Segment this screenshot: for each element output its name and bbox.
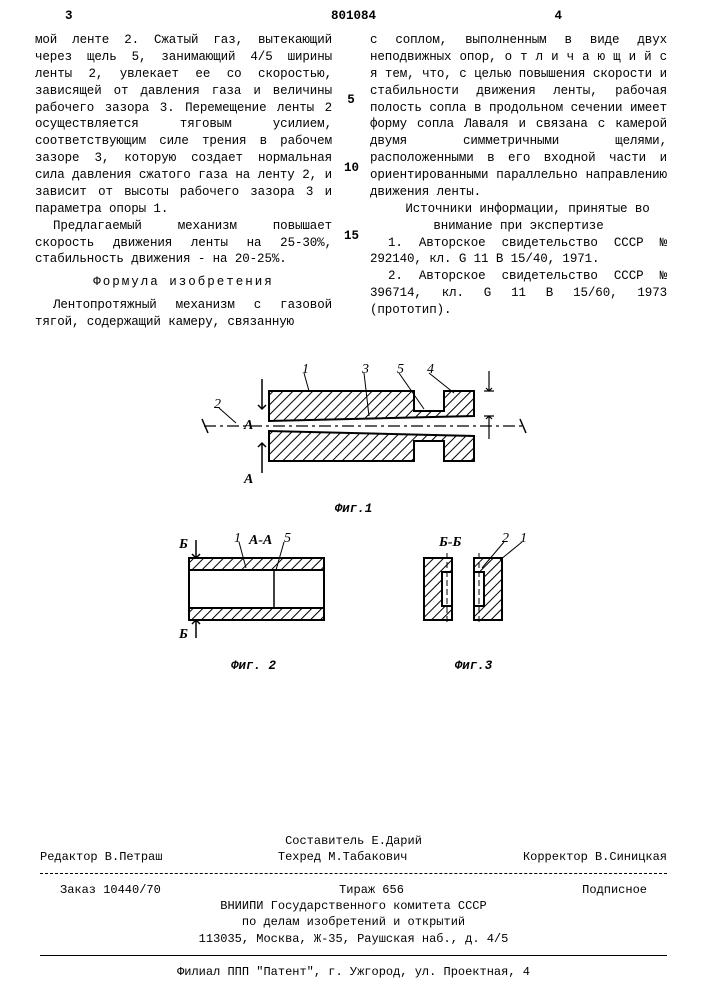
footer-composer: Составитель Е.Дарий	[40, 833, 667, 849]
footer-rule	[40, 955, 667, 956]
fig1-label-2: 2	[214, 397, 221, 412]
fig1-mark-a-top: A	[243, 418, 253, 433]
page-header: 3 801084 4	[0, 0, 707, 28]
right-p1: с соплом, выполненным в виде двух неподв…	[370, 32, 667, 201]
footer-dash-1	[40, 873, 667, 874]
formula-title: Формула изобретения	[35, 274, 332, 291]
figure-3: Б-Б 2 1 Фиг.3	[394, 528, 554, 675]
fig1-label-3: 3	[361, 362, 369, 377]
page-num-left: 3	[65, 8, 73, 25]
left-p2: Предлагаемый механизм повышает скорость …	[35, 218, 332, 269]
footer: Составитель Е.Дарий Редактор В.Петраш Те…	[40, 833, 667, 980]
footer-corrector: Корректор В.Синицкая	[523, 849, 667, 865]
footer-addr2: Филиал ППП "Патент", г. Ужгород, ул. Про…	[40, 964, 667, 980]
figure-1: 1 3 5 4 2 A A Фиг.1	[0, 361, 707, 518]
figure-2-svg: Б Б A-A 1 5	[154, 528, 354, 648]
text-columns: мой ленте 2. Сжатый газ, вытекающий чере…	[0, 28, 707, 331]
footer-editor: Редактор В.Петраш	[40, 849, 162, 865]
footer-tirazh: Тираж 656	[339, 882, 404, 898]
source-2: 2. Авторское свидетельство СССР № 396714…	[370, 268, 667, 319]
fig3-section-title: Б-Б	[438, 535, 462, 550]
fig1-caption: Фиг.1	[0, 501, 707, 518]
left-p3: Лентопротяжный механизм с газовой тягой,…	[35, 297, 332, 331]
marker-10: 10	[344, 160, 358, 177]
fig1-label-1: 1	[302, 362, 309, 377]
source-1: 1. Авторское свидетельство СССР № 292140…	[370, 235, 667, 269]
line-markers: 5 10 15	[344, 32, 358, 331]
page-num-right: 4	[554, 8, 562, 25]
document-id: 801084	[331, 8, 376, 25]
footer-addr1: 113035, Москва, Ж-35, Раушская наб., д. …	[40, 931, 667, 947]
fig3-caption: Фиг.3	[394, 658, 554, 675]
figure-1-svg: 1 3 5 4 2 A A	[174, 361, 534, 491]
figure-3-svg: Б-Б 2 1	[394, 528, 554, 648]
fig3-label-2: 2	[502, 531, 509, 546]
fig3-label-1: 1	[520, 531, 527, 546]
fig2-label-5: 5	[284, 531, 291, 546]
figures-area: 1 3 5 4 2 A A Фиг.1	[0, 361, 707, 675]
fig1-label-5: 5	[397, 362, 404, 377]
fig1-mark-a-bot: A	[243, 472, 253, 487]
footer-org1: ВНИИПИ Государственного комитета СССР	[40, 898, 667, 914]
footer-podpis: Подписное	[582, 882, 647, 898]
fig2-mark-b-top: Б	[178, 537, 188, 552]
figure-2: Б Б A-A 1 5 Фиг. 2	[154, 528, 354, 675]
marker-15: 15	[344, 228, 358, 245]
fig2-caption: Фиг. 2	[154, 658, 354, 675]
right-column: с соплом, выполненным в виде двух неподв…	[370, 32, 667, 331]
sources-title: Источники информации, принятые во вниман…	[370, 201, 667, 235]
fig2-mark-b-bot: Б	[178, 627, 188, 642]
marker-5: 5	[344, 92, 358, 109]
left-column: мой ленте 2. Сжатый газ, вытекающий чере…	[35, 32, 332, 331]
fig2-section-title: A-A	[248, 533, 272, 548]
left-p1: мой ленте 2. Сжатый газ, вытекающий чере…	[35, 32, 332, 218]
footer-order: Заказ 10440/70	[60, 882, 161, 898]
fig1-label-4: 4	[427, 362, 434, 377]
fig2-label-1: 1	[234, 531, 241, 546]
footer-org2: по делам изобретений и открытий	[40, 914, 667, 930]
footer-techred: Техред М.Табакович	[278, 849, 408, 865]
